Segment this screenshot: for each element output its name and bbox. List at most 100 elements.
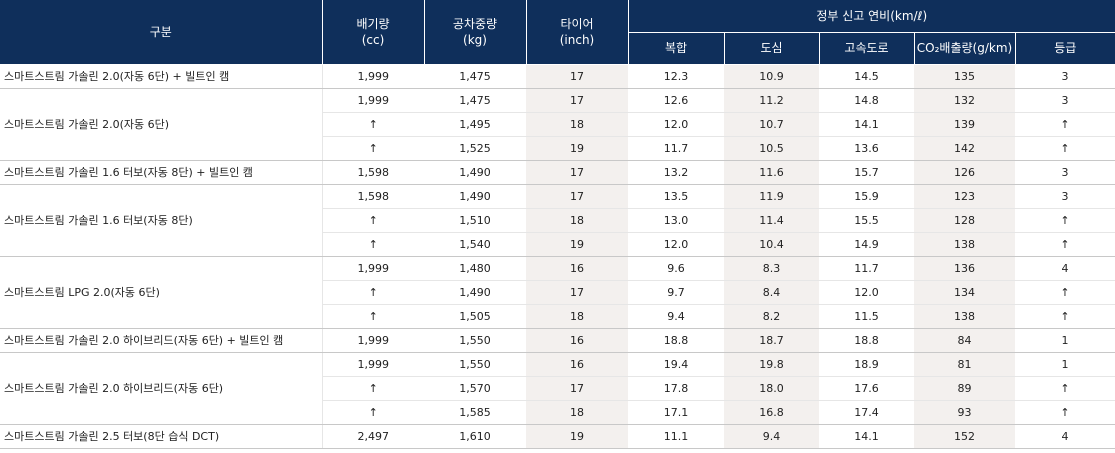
- table-row: ↑ 1,540 19 12.0 10.4 14.9 138 ↑: [0, 232, 1115, 257]
- cell-city: 11.4: [724, 208, 819, 233]
- cell-combined: 11.7: [628, 136, 724, 161]
- cell-city: 8.3: [724, 256, 819, 281]
- cell-model-name: 스마트스트림 가솔린 2.0(자동 6단): [0, 88, 323, 161]
- cell-grade: 3: [1015, 184, 1115, 209]
- cell-highway: 14.9: [819, 232, 914, 257]
- cell-tire: 17: [526, 88, 628, 113]
- cell-grade: 4: [1015, 424, 1115, 449]
- header-city: 도심: [724, 32, 820, 65]
- header-tire-unit: (inch): [559, 32, 595, 47]
- cell-highway: 14.8: [819, 88, 914, 113]
- cell-combined: 9.7: [628, 280, 724, 305]
- cell-city: 11.9: [724, 184, 819, 209]
- cell-weight: 1,525: [424, 136, 526, 161]
- cell-grade: ↑: [1015, 232, 1115, 257]
- table-row: ↑ 1,585 18 17.1 16.8 17.4 93 ↑: [0, 400, 1115, 425]
- header-co2: CO₂배출량(g/km): [914, 32, 1016, 65]
- cell-displacement: 1,999: [322, 64, 424, 89]
- table-row: ↑ 1,505 18 9.4 8.2 11.5 138 ↑: [0, 304, 1115, 329]
- cell-highway: 14.1: [819, 112, 914, 137]
- cell-model-name: 스마트스트림 가솔린 2.0(자동 6단) + 빌트인 캠: [0, 64, 323, 89]
- cell-tire: 18: [526, 208, 628, 233]
- cell-co2: 135: [914, 64, 1015, 89]
- table-row: ↑ 1,525 19 11.7 10.5 13.6 142 ↑: [0, 136, 1115, 161]
- cell-model-name: 스마트스트림 가솔린 1.6 터보(자동 8단): [0, 184, 323, 257]
- cell-combined: 13.2: [628, 160, 724, 185]
- table-row: ↑ 1,490 17 9.7 8.4 12.0 134 ↑: [0, 280, 1115, 305]
- cell-grade: 3: [1015, 88, 1115, 113]
- cell-highway: 18.8: [819, 328, 914, 353]
- cell-city: 8.4: [724, 280, 819, 305]
- cell-co2: 126: [914, 160, 1015, 185]
- cell-co2: 93: [914, 400, 1015, 425]
- cell-city: 18.0: [724, 376, 819, 401]
- cell-co2: 84: [914, 328, 1015, 353]
- cell-co2: 138: [914, 304, 1015, 329]
- cell-weight: 1,550: [424, 328, 526, 353]
- cell-displacement: ↑: [322, 400, 424, 425]
- cell-displacement: ↑: [322, 112, 424, 137]
- cell-co2: 128: [914, 208, 1015, 233]
- cell-combined: 12.0: [628, 232, 724, 257]
- cell-displacement: ↑: [322, 376, 424, 401]
- cell-grade: ↑: [1015, 112, 1115, 137]
- cell-weight: 1,480: [424, 256, 526, 281]
- cell-highway: 14.5: [819, 64, 914, 89]
- cell-displacement: ↑: [322, 280, 424, 305]
- cell-tire: 16: [526, 256, 628, 281]
- header-displacement: 배기량 (cc): [322, 0, 425, 65]
- cell-grade: ↑: [1015, 304, 1115, 329]
- cell-displacement: 1,999: [322, 352, 424, 377]
- cell-combined: 9.6: [628, 256, 724, 281]
- cell-highway: 15.5: [819, 208, 914, 233]
- cell-weight: 1,490: [424, 280, 526, 305]
- cell-tire: 19: [526, 424, 628, 449]
- cell-co2: 152: [914, 424, 1015, 449]
- cell-weight: 1,570: [424, 376, 526, 401]
- cell-tire: 18: [526, 112, 628, 137]
- cell-grade: 3: [1015, 160, 1115, 185]
- table-row: 스마트스트림 가솔린 2.0(자동 6단) 1,999 1,475 17 12.6 11.…: [0, 88, 1115, 161]
- cell-weight: 1,505: [424, 304, 526, 329]
- cell-co2: 138: [914, 232, 1015, 257]
- cell-weight: 1,610: [424, 424, 526, 449]
- cell-tire: 17: [526, 184, 628, 209]
- cell-displacement: ↑: [322, 232, 424, 257]
- cell-tire: 16: [526, 352, 628, 377]
- table-row: 스마트스트림 LPG 2.0(자동 6단) 1,999 1,480 16 9.6 8.3 1…: [0, 256, 1115, 329]
- cell-grade: ↑: [1015, 280, 1115, 305]
- header-weight: 공차중량 (kg): [424, 0, 527, 65]
- cell-displacement: 2,497: [322, 424, 424, 449]
- cell-displacement: ↑: [322, 304, 424, 329]
- header-highway: 고속도로: [819, 32, 915, 65]
- cell-combined: 13.5: [628, 184, 724, 209]
- cell-city: 10.4: [724, 232, 819, 257]
- cell-co2: 142: [914, 136, 1015, 161]
- cell-model-name: 스마트스트림 가솔린 1.6 터보(자동 8단) + 빌트인 캠: [0, 160, 323, 185]
- cell-weight: 1,585: [424, 400, 526, 425]
- header-combined: 복합: [628, 32, 725, 65]
- cell-grade: 4: [1015, 256, 1115, 281]
- cell-tire: 17: [526, 64, 628, 89]
- cell-city: 8.2: [724, 304, 819, 329]
- cell-displacement: 1,999: [322, 256, 424, 281]
- header-weight-unit: (kg): [463, 32, 487, 47]
- header-tire-label: 타이어: [560, 16, 594, 31]
- cell-tire: 17: [526, 160, 628, 185]
- cell-highway: 18.9: [819, 352, 914, 377]
- cell-weight: 1,490: [424, 184, 526, 209]
- cell-combined: 11.1: [628, 424, 724, 449]
- cell-combined: 12.0: [628, 112, 724, 137]
- header-displacement-label: 배기량: [356, 16, 390, 31]
- cell-highway: 17.6: [819, 376, 914, 401]
- cell-tire: 17: [526, 376, 628, 401]
- cell-tire: 19: [526, 136, 628, 161]
- cell-grade: ↑: [1015, 376, 1115, 401]
- table-row: 스마트스트림 가솔린 1.6 터보(자동 8단) 1,598 1,490 17 13.5…: [0, 184, 1115, 257]
- cell-co2: 134: [914, 280, 1015, 305]
- cell-co2: 81: [914, 352, 1015, 377]
- header-category: 구분: [0, 0, 323, 65]
- cell-co2: 123: [914, 184, 1015, 209]
- cell-combined: 9.4: [628, 304, 724, 329]
- cell-grade: 1: [1015, 328, 1115, 353]
